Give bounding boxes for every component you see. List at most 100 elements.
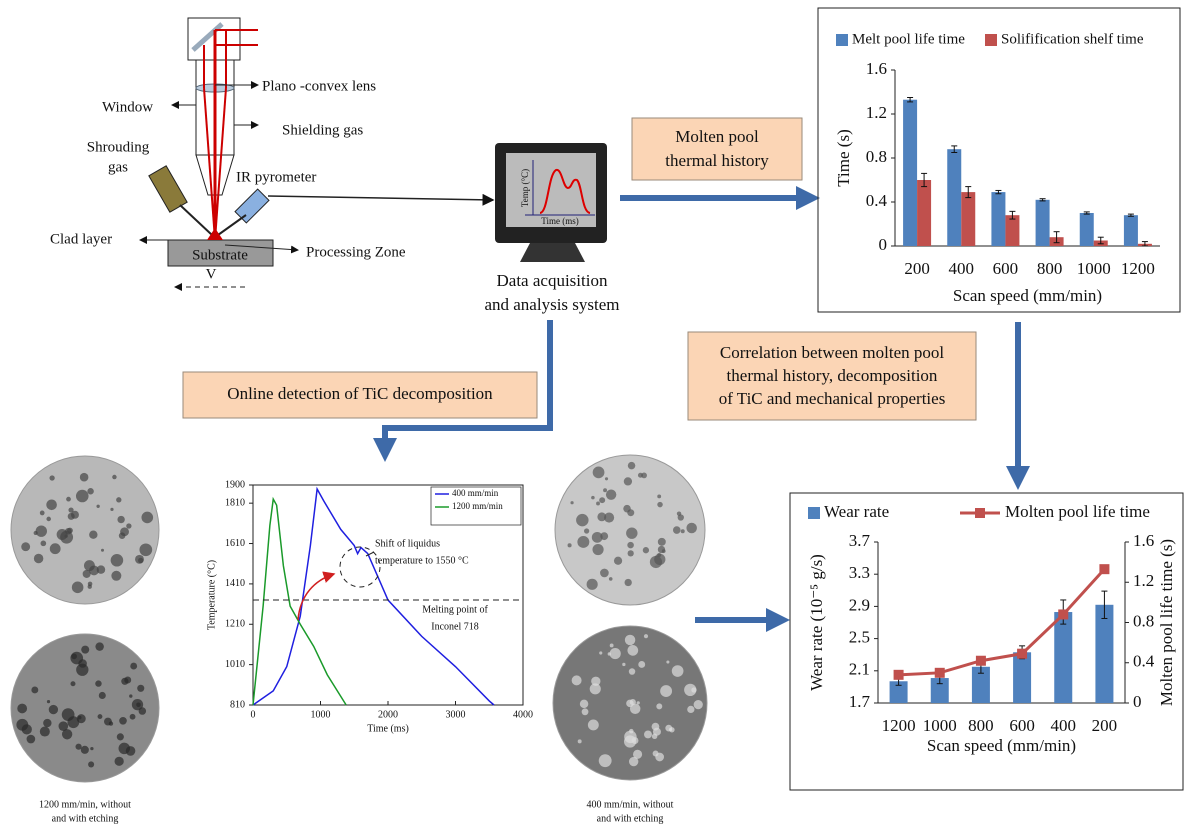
grain	[68, 513, 75, 520]
annotation: temperature to 1550 °C	[375, 555, 469, 566]
y-tick-label: 0.4	[866, 191, 888, 210]
grain	[590, 683, 601, 694]
grain	[672, 665, 684, 677]
grain	[46, 499, 57, 510]
grain	[644, 634, 648, 638]
caption: 400 mm/min, without	[587, 799, 674, 810]
x-tick-label: 2000	[378, 709, 398, 720]
legend-swatch	[808, 507, 820, 519]
y-tick-label: 1010	[225, 659, 245, 670]
y-tick-label: 1.6	[866, 59, 887, 78]
grain	[629, 729, 633, 733]
grain	[686, 523, 697, 534]
grain	[610, 648, 621, 659]
grain	[662, 549, 666, 553]
x-tick-label: 1200	[1121, 259, 1155, 278]
grain	[138, 558, 143, 563]
grain	[40, 727, 50, 737]
grain	[657, 494, 661, 498]
annotation: Shift of liquidus	[375, 538, 440, 549]
grain	[21, 542, 30, 551]
grain	[126, 523, 131, 528]
grain	[139, 543, 152, 556]
grain	[625, 635, 635, 645]
grain	[650, 556, 662, 568]
grain	[96, 505, 99, 508]
grain	[652, 734, 658, 740]
grain	[600, 569, 609, 578]
x-tick-label: 1000	[1077, 259, 1111, 278]
grain	[36, 525, 47, 536]
x-axis-label: Scan speed (mm/min)	[927, 736, 1076, 755]
y-tick-label: 810	[230, 699, 245, 710]
grain	[70, 652, 83, 665]
line-marker	[1058, 609, 1068, 619]
label: of TiC and mechanical properties	[719, 389, 946, 408]
legend-label: Solifification shelf time	[1001, 31, 1144, 47]
legend-label: 400 mm/min	[452, 488, 499, 498]
grain	[608, 652, 611, 655]
grain	[609, 577, 613, 581]
grain	[588, 719, 599, 730]
y-tick-label: 1210	[225, 619, 245, 630]
grain	[124, 677, 131, 684]
grain	[31, 687, 38, 694]
line-marker	[935, 668, 945, 678]
line-marker	[1017, 649, 1027, 659]
y2-tick-label: 0.4	[1133, 652, 1155, 671]
grain	[653, 751, 659, 757]
grain	[603, 488, 607, 492]
grain	[638, 661, 645, 668]
grain	[605, 477, 608, 480]
x-tick-label: 400	[1051, 716, 1077, 735]
x-axis-label: Time (ms)	[367, 723, 409, 734]
bar	[917, 180, 931, 246]
y-tick-label: 3.3	[849, 563, 870, 582]
grain	[130, 663, 137, 670]
x-tick-label: 4000	[513, 709, 533, 720]
label: Shielding gas	[282, 122, 363, 138]
y-tick-label: 1.7	[849, 692, 871, 711]
grain	[99, 692, 106, 699]
grain	[75, 744, 81, 750]
grain	[610, 644, 614, 648]
y2-tick-label: 0.8	[1133, 611, 1154, 630]
grain	[599, 497, 605, 503]
label: Clad layer	[50, 231, 112, 247]
grain	[626, 527, 637, 538]
bar	[947, 149, 961, 246]
grain	[625, 579, 632, 586]
grain	[110, 508, 113, 511]
grain	[599, 754, 612, 767]
legend-marker	[975, 508, 985, 518]
grain	[694, 700, 703, 709]
legend-swatch	[985, 34, 997, 46]
grain	[111, 571, 121, 581]
grain	[628, 550, 634, 556]
y-tick-label: 1610	[225, 538, 245, 549]
x-tick-label: 200	[1092, 716, 1118, 735]
grain	[17, 704, 27, 714]
grain	[88, 585, 92, 589]
y-axis-label: Temperature (°C)	[206, 560, 217, 630]
grain	[570, 501, 573, 504]
grain	[624, 477, 632, 485]
grain	[129, 694, 132, 697]
figure: Plano -convex lensWindowShielding gasShr…	[0, 0, 1195, 834]
grain	[111, 554, 124, 567]
x-tick-label: 800	[968, 716, 994, 735]
grain	[633, 750, 642, 759]
grain	[584, 528, 589, 533]
y2-tick-label: 1.2	[1133, 571, 1154, 590]
grain	[66, 497, 71, 502]
label: Molten pool	[675, 127, 759, 146]
y-tick-label: 1.2	[866, 103, 887, 122]
grain	[27, 735, 36, 744]
monitor	[495, 143, 607, 262]
caption: and with etching	[597, 813, 664, 824]
grain	[109, 721, 113, 725]
grain	[84, 560, 95, 571]
grain	[578, 739, 582, 743]
grain	[644, 731, 652, 739]
grain	[117, 516, 124, 523]
